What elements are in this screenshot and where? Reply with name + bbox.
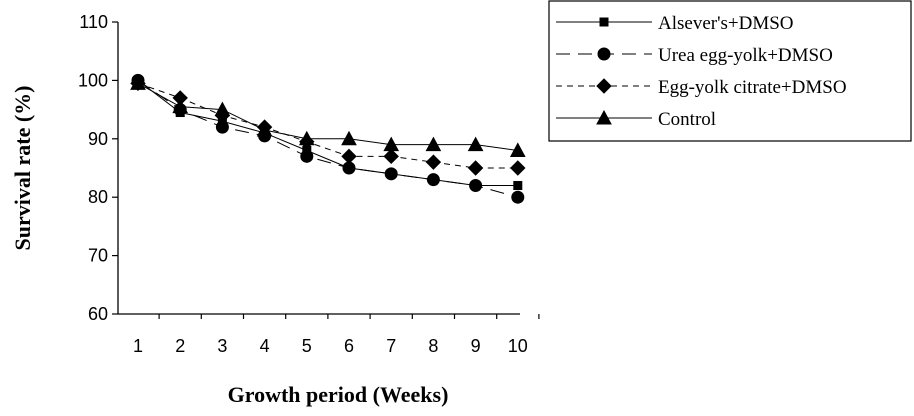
y-tick-label: 100 <box>78 70 108 90</box>
data-point-circle <box>426 173 440 187</box>
axes <box>112 21 540 319</box>
x-tick-label: 1 <box>133 336 143 356</box>
x-axis-title: Growth period (Weeks) <box>228 382 449 407</box>
data-point-circle <box>469 179 483 193</box>
data-point-diamond <box>341 148 357 165</box>
data-point-triangle <box>172 98 189 114</box>
y-tick-label: 70 <box>88 246 108 266</box>
series-triangle <box>130 75 526 157</box>
x-tick-label: 5 <box>302 336 312 356</box>
data-point-diamond <box>383 148 399 165</box>
x-tick-label: 6 <box>344 336 354 356</box>
data-point-triangle <box>509 142 526 157</box>
x-tick-label: 8 <box>428 336 438 356</box>
y-tick-labels: 60 70 80 90 100 110 <box>78 12 108 324</box>
data-point-diamond <box>510 160 526 176</box>
data-point-circle <box>511 190 525 204</box>
legend-label: Control <box>658 109 716 130</box>
data-point-triangle <box>467 136 484 152</box>
x-tick-label: 4 <box>260 336 270 356</box>
data-point-circle <box>384 167 398 181</box>
legend-label: Egg-yolk citrate+DMSO <box>658 77 847 98</box>
legend-marker-circle <box>597 47 611 61</box>
x-tick-label: 2 <box>175 336 185 356</box>
x-tick-labels: 1 2 3 4 5 6 7 8 9 10 <box>133 336 528 356</box>
legend-marker-diamond <box>596 78 612 94</box>
series-diamond <box>130 75 526 176</box>
legend-marker-triangle <box>596 109 612 125</box>
data-point-triangle <box>341 130 357 146</box>
y-axis-title: Survival rate (%) <box>10 86 35 251</box>
data-point-circle <box>300 149 314 163</box>
data-point-triangle <box>298 130 315 146</box>
y-tick-label: 80 <box>88 187 108 207</box>
series-line <box>137 79 518 198</box>
legend-marker-square <box>599 17 609 27</box>
data-point-triangle <box>383 136 400 152</box>
legend-label: Urea egg-yolk+DMSO <box>658 45 833 66</box>
x-tick-label: 3 <box>217 336 227 356</box>
series-square <box>133 75 523 191</box>
data-point-triangle <box>425 136 442 152</box>
x-tick-label: 9 <box>471 336 481 356</box>
data-point-square <box>513 181 523 191</box>
data-point-diamond <box>425 154 442 170</box>
data-point-diamond <box>467 160 484 176</box>
x-tick-label: 10 <box>508 336 528 356</box>
data-point-triangle <box>256 121 273 137</box>
series-line <box>137 82 518 169</box>
series-line <box>137 82 518 151</box>
series-layer <box>130 73 526 204</box>
y-tick-label: 110 <box>79 12 108 32</box>
y-tick-label: 60 <box>88 304 108 324</box>
legend-label: Alsever's+DMSO <box>658 13 794 34</box>
legend: Alsever's+DMSO Urea egg-yolk+DMSO Egg-yolk… <box>548 0 912 142</box>
data-point-triangle <box>130 75 146 90</box>
data-point-triangle <box>214 101 231 117</box>
series-line <box>137 80 518 187</box>
y-tick-label: 90 <box>88 129 108 149</box>
x-tick-label: 7 <box>386 336 396 356</box>
